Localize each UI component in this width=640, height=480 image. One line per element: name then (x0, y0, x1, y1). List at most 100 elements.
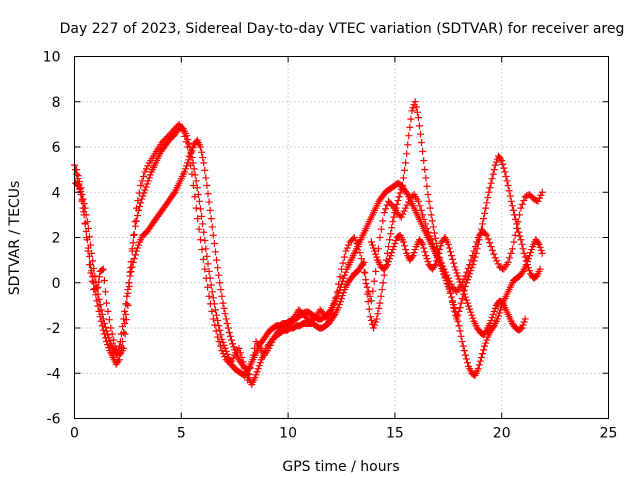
data-point (473, 238, 481, 246)
data-point (122, 310, 130, 318)
data-point (487, 243, 495, 251)
data-point (93, 284, 101, 292)
y-tick-label: 8 (52, 95, 61, 111)
data-point (192, 204, 200, 212)
x-tick-label: 15 (386, 426, 404, 442)
data-point (211, 248, 219, 256)
data-point (429, 223, 437, 231)
data-point (509, 206, 517, 214)
data-point (377, 292, 385, 300)
data-point (467, 308, 475, 316)
x-tick-label: 10 (279, 426, 297, 442)
data-point (456, 304, 464, 312)
data-point (209, 231, 217, 239)
data-point (99, 265, 107, 273)
data-point (419, 240, 427, 248)
data-point (127, 264, 135, 272)
data-point (474, 365, 482, 373)
data-point (191, 193, 199, 201)
data-point (97, 306, 105, 314)
data-point (382, 262, 390, 270)
data-point (464, 276, 472, 284)
data-point (202, 274, 210, 282)
data-point (268, 338, 276, 346)
data-point (83, 234, 91, 241)
data-point (496, 309, 504, 317)
data-point (206, 300, 214, 308)
data-point (140, 172, 148, 180)
data-point (419, 148, 427, 156)
data-point (424, 228, 432, 236)
data-point (226, 332, 234, 340)
y-tick-label: -2 (47, 321, 61, 337)
data-point (361, 269, 369, 277)
data-point (520, 249, 528, 257)
series-4 (367, 231, 529, 339)
data-point (203, 252, 211, 260)
data-point (339, 292, 347, 300)
data-point (110, 336, 118, 344)
data-point (437, 242, 445, 250)
data-point (130, 255, 138, 263)
data-point (340, 253, 348, 261)
data-point (387, 200, 395, 208)
data-point (422, 174, 430, 182)
data-point (516, 232, 524, 240)
data-point (230, 343, 238, 351)
data-point (359, 261, 367, 269)
data-point (248, 358, 256, 366)
data-point (520, 318, 528, 326)
data-point (190, 165, 198, 173)
data-point (138, 195, 146, 203)
data-point (437, 259, 445, 267)
data-point (366, 292, 374, 300)
data-point (106, 337, 114, 345)
data-point (488, 246, 496, 254)
data-point (201, 237, 209, 245)
data-point (228, 357, 236, 365)
data-point (187, 161, 195, 169)
data-point (527, 249, 535, 257)
data-point (104, 341, 112, 349)
data-point (373, 315, 381, 323)
data-point (399, 174, 407, 182)
data-point (212, 327, 220, 335)
data-point (470, 247, 478, 255)
data-point (123, 292, 131, 300)
data-point (197, 236, 205, 244)
data-point (369, 287, 377, 295)
data-point (462, 279, 470, 287)
data-point (371, 247, 379, 255)
data-point (431, 234, 439, 242)
data-point (445, 244, 453, 252)
data-point (329, 306, 337, 314)
data-point (482, 339, 490, 347)
data-point (340, 289, 348, 297)
data-point (494, 260, 502, 268)
data-point (486, 184, 494, 192)
data-point (522, 257, 530, 265)
data-point (448, 293, 456, 301)
data-point (254, 365, 262, 373)
data-point (508, 202, 516, 210)
data-point (414, 197, 422, 205)
data-point (76, 184, 84, 192)
series-layer (71, 98, 546, 389)
data-point (198, 212, 206, 220)
chart-title: Day 227 of 2023, Sidereal Day-to-day VTE… (60, 21, 625, 37)
data-point (377, 225, 385, 233)
data-point (365, 288, 373, 296)
data-point (392, 237, 400, 245)
data-point (84, 247, 92, 255)
data-point (367, 238, 375, 246)
data-point (386, 255, 394, 263)
data-point (401, 166, 409, 174)
data-point (508, 245, 516, 253)
data-point (256, 359, 264, 367)
data-point (452, 266, 460, 274)
data-point (379, 217, 387, 225)
data-point (420, 157, 428, 165)
data-point (345, 241, 353, 249)
data-point (130, 231, 138, 239)
